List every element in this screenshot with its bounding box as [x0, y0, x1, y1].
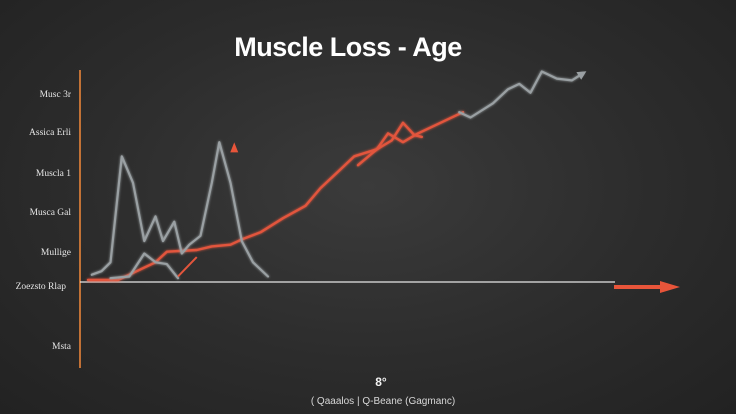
gray-series-line: [90, 141, 270, 278]
series-arrowhead: [576, 71, 587, 80]
y-tick-label: Assica Erli: [29, 128, 71, 138]
gray-series-line: [109, 252, 180, 280]
red-series-line: [86, 110, 465, 282]
x-axis-arrow-head: [660, 281, 680, 293]
chart-title: Muscle Loss - Age: [234, 32, 462, 62]
y-tick-label: Msta: [52, 342, 72, 352]
x-axis-caption: ( Qaaalos | Q-Beane (Gagmanc): [311, 396, 455, 407]
series-group: [86, 70, 587, 282]
y-tick-labels: Musc 3r Assica Erli Muscla 1 Musca Gal Mulli…: [16, 90, 72, 352]
gray-series-line: [458, 70, 585, 119]
red-accent-line: [177, 256, 198, 278]
y-tick-label: Musc 3r: [40, 90, 72, 100]
peak-arrow-marker: [230, 142, 239, 153]
y-tick-label: Musca Gal: [30, 208, 72, 218]
x-caption-number: 8°: [375, 375, 387, 389]
red-series-line: [356, 121, 423, 167]
y-tick-label: Mullige: [41, 248, 71, 258]
y-tick-label: Muscla 1: [36, 169, 71, 179]
y-tick-label: Zoezsto Rlap: [16, 282, 67, 292]
markers-group: [177, 142, 239, 278]
x-axis-arrow-shaft: [614, 285, 664, 289]
